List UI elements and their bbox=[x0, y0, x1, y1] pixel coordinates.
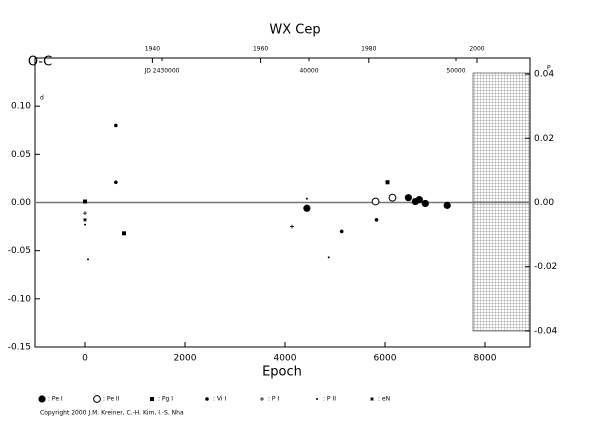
point bbox=[83, 211, 87, 216]
legend-label: : Pe I bbox=[48, 396, 63, 403]
y2-tick-label: 0.00 bbox=[534, 198, 554, 208]
y2-tick-label: -0.02 bbox=[534, 262, 557, 272]
point bbox=[371, 197, 380, 206]
legend-marker bbox=[205, 397, 209, 401]
x-tick-label: 8000 bbox=[474, 354, 497, 364]
point bbox=[122, 231, 126, 236]
point bbox=[289, 224, 294, 229]
legend-marker bbox=[38, 395, 46, 403]
point bbox=[327, 256, 330, 259]
jd-tick-label: JD 2430000 bbox=[143, 68, 179, 75]
year-tick-label: 2000 bbox=[469, 46, 484, 53]
y2-tick-label: 0.02 bbox=[534, 134, 554, 144]
point bbox=[415, 196, 423, 204]
point bbox=[114, 123, 118, 128]
legend-marker bbox=[370, 397, 374, 401]
year-tick-label: 1940 bbox=[145, 46, 160, 53]
point bbox=[374, 218, 379, 222]
point bbox=[339, 229, 344, 234]
y-tick-label: -0.05 bbox=[8, 246, 31, 256]
legend-marker bbox=[316, 398, 318, 400]
year-tick-label: 1960 bbox=[253, 46, 268, 53]
point bbox=[303, 204, 311, 212]
point bbox=[404, 194, 412, 202]
year-tick-label: 1980 bbox=[361, 46, 376, 53]
y-tick-label: -0.10 bbox=[8, 294, 32, 304]
legend-label: : P I bbox=[268, 396, 279, 403]
x-tick-label: 6000 bbox=[374, 354, 397, 364]
jd-tick-label: 50000 bbox=[446, 68, 465, 75]
copyright: Copyright 2000 J.M. Kreiner, C.-H. Kim, … bbox=[40, 410, 184, 417]
legend-label: : Vi I bbox=[213, 396, 226, 403]
point bbox=[421, 199, 429, 208]
y-tick-label: 0.00 bbox=[11, 198, 31, 208]
legend-label: : eN bbox=[378, 396, 390, 403]
y-tick-label: 0.05 bbox=[11, 150, 31, 160]
y2-unit: P bbox=[547, 65, 551, 72]
point bbox=[84, 223, 86, 226]
x-tick-label: 2000 bbox=[174, 354, 197, 364]
point bbox=[83, 217, 87, 222]
point bbox=[305, 197, 308, 200]
jd-tick-label: 40000 bbox=[299, 68, 318, 75]
legend-label: : P II bbox=[323, 396, 336, 403]
x-tick-label: 0 bbox=[82, 354, 88, 364]
x-axis-label: Epoch bbox=[262, 365, 302, 380]
legend-marker bbox=[260, 397, 264, 401]
legend-marker bbox=[150, 397, 154, 401]
point bbox=[83, 199, 87, 204]
x-tick-label: 4000 bbox=[274, 354, 297, 364]
chart-title: WX Cep bbox=[269, 23, 320, 38]
point bbox=[114, 180, 118, 185]
y-axis-label: O-C bbox=[28, 55, 52, 70]
point bbox=[87, 258, 89, 261]
y-tick-label: -0.15 bbox=[8, 343, 31, 353]
point bbox=[443, 201, 451, 209]
point bbox=[385, 180, 390, 185]
legend-marker bbox=[93, 395, 101, 403]
y-tick-label: 0.10 bbox=[11, 102, 31, 112]
legend-label: : Pe II bbox=[103, 396, 120, 403]
legend-label: : Pg I bbox=[158, 396, 173, 403]
y2-tick-label: 0.04 bbox=[534, 70, 554, 80]
y2-tick-label: -0.04 bbox=[534, 326, 558, 336]
point bbox=[388, 193, 397, 202]
y-unit: d bbox=[40, 95, 44, 102]
